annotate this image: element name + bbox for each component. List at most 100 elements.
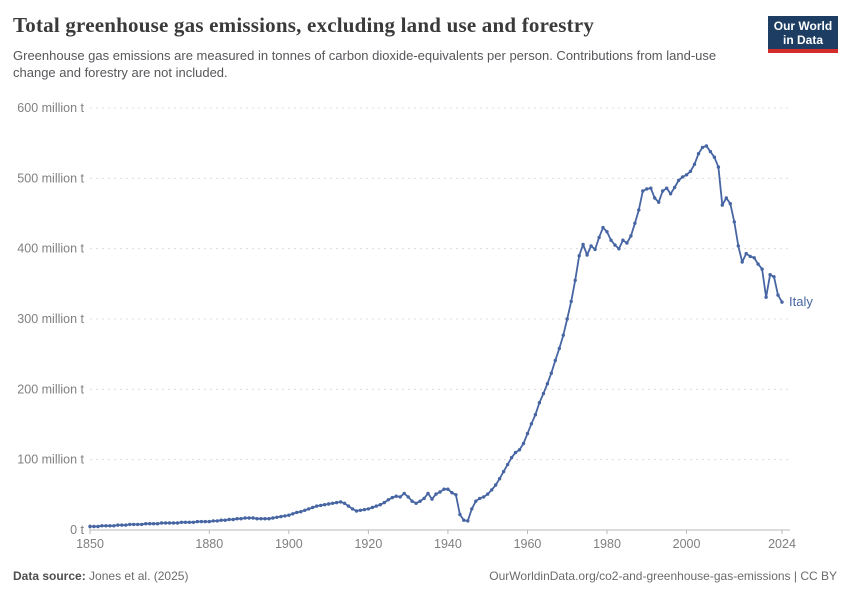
data-point[interactable] <box>338 500 343 504</box>
data-point[interactable] <box>128 522 132 527</box>
data-point[interactable] <box>625 241 629 245</box>
data-point[interactable] <box>565 317 569 321</box>
data-point[interactable] <box>291 512 295 516</box>
data-point[interactable] <box>569 299 573 304</box>
data-point[interactable] <box>521 441 526 446</box>
data-point[interactable] <box>96 524 100 529</box>
data-point[interactable] <box>545 382 550 386</box>
data-point[interactable] <box>541 391 546 396</box>
data-point[interactable] <box>752 256 756 260</box>
data-point[interactable] <box>334 500 339 505</box>
data-point[interactable] <box>676 178 681 183</box>
data-point[interactable] <box>112 524 116 528</box>
data-point[interactable] <box>243 516 247 520</box>
data-point[interactable] <box>203 519 207 524</box>
data-point[interactable] <box>529 422 534 426</box>
data-point[interactable] <box>728 202 732 206</box>
data-point[interactable] <box>764 295 768 299</box>
data-point[interactable] <box>688 169 693 173</box>
data-point[interactable] <box>680 175 685 179</box>
data-point[interactable] <box>609 238 613 242</box>
data-point[interactable] <box>513 450 518 455</box>
series-line[interactable] <box>89 145 783 528</box>
data-point[interactable] <box>406 495 410 499</box>
data-point[interactable] <box>410 499 414 503</box>
data-point[interactable] <box>553 358 557 363</box>
data-point[interactable] <box>748 254 752 259</box>
data-point[interactable] <box>661 189 665 193</box>
data-point[interactable] <box>239 517 243 521</box>
data-point[interactable] <box>629 234 633 238</box>
data-point[interactable] <box>649 186 653 190</box>
data-point[interactable] <box>501 469 506 474</box>
data-point[interactable] <box>183 520 188 524</box>
data-point[interactable] <box>434 492 438 496</box>
data-point[interactable] <box>712 155 717 159</box>
data-point[interactable] <box>446 487 450 491</box>
data-point[interactable] <box>155 522 160 526</box>
data-point[interactable] <box>382 500 386 505</box>
data-point[interactable] <box>700 145 705 150</box>
data-point[interactable] <box>486 492 490 496</box>
data-point[interactable] <box>668 192 673 196</box>
data-point[interactable] <box>315 504 319 508</box>
data-point[interactable] <box>497 477 502 481</box>
data-point[interactable] <box>342 501 347 505</box>
data-point[interactable] <box>549 371 553 375</box>
data-point[interactable] <box>589 244 593 248</box>
data-point[interactable] <box>398 495 402 499</box>
data-point[interactable] <box>665 186 669 190</box>
data-point[interactable] <box>175 521 180 525</box>
data-point[interactable] <box>227 517 231 522</box>
data-point[interactable] <box>346 504 351 508</box>
data-point[interactable] <box>768 273 772 277</box>
data-point[interactable] <box>732 220 736 224</box>
data-point[interactable] <box>199 519 204 524</box>
data-point[interactable] <box>215 519 219 523</box>
data-point[interactable] <box>641 189 645 193</box>
data-point[interactable] <box>597 235 601 240</box>
data-point[interactable] <box>92 524 96 529</box>
data-point[interactable] <box>684 173 689 177</box>
data-point[interactable] <box>275 515 279 519</box>
data-point[interactable] <box>124 523 128 527</box>
data-point[interactable] <box>374 504 378 508</box>
data-point[interactable] <box>350 507 355 511</box>
data-point[interactable] <box>696 152 701 156</box>
data-point[interactable] <box>287 513 291 517</box>
data-point[interactable] <box>525 431 530 436</box>
data-point[interactable] <box>617 247 621 251</box>
data-point[interactable] <box>577 254 581 258</box>
data-point[interactable] <box>601 225 605 230</box>
data-point[interactable] <box>187 520 192 524</box>
data-point[interactable] <box>720 203 724 207</box>
data-point[interactable] <box>780 300 784 304</box>
data-point[interactable] <box>366 507 371 511</box>
data-point[interactable] <box>108 524 112 528</box>
data-point[interactable] <box>370 505 375 510</box>
data-point[interactable] <box>418 499 422 503</box>
data-point[interactable] <box>740 260 744 264</box>
data-point[interactable] <box>414 501 418 505</box>
data-point[interactable] <box>605 230 609 234</box>
data-point[interactable] <box>386 498 390 502</box>
data-point[interactable] <box>319 503 323 508</box>
data-point[interactable] <box>311 505 315 510</box>
data-series-italy[interactable] <box>88 144 784 529</box>
data-point[interactable] <box>633 221 637 225</box>
data-point[interactable] <box>494 483 498 487</box>
data-point[interactable] <box>462 518 466 522</box>
data-point[interactable] <box>672 185 677 190</box>
data-point[interactable] <box>378 503 382 507</box>
data-point[interactable] <box>458 512 462 517</box>
data-point[interactable] <box>358 508 363 512</box>
data-point[interactable] <box>776 293 780 297</box>
data-point[interactable] <box>509 455 514 460</box>
data-point[interactable] <box>426 491 430 496</box>
data-point[interactable] <box>144 522 148 526</box>
data-point[interactable] <box>621 238 625 242</box>
data-point[interactable] <box>692 162 697 166</box>
data-point[interactable] <box>132 522 136 527</box>
data-point[interactable] <box>430 497 434 501</box>
data-point[interactable] <box>708 149 713 154</box>
